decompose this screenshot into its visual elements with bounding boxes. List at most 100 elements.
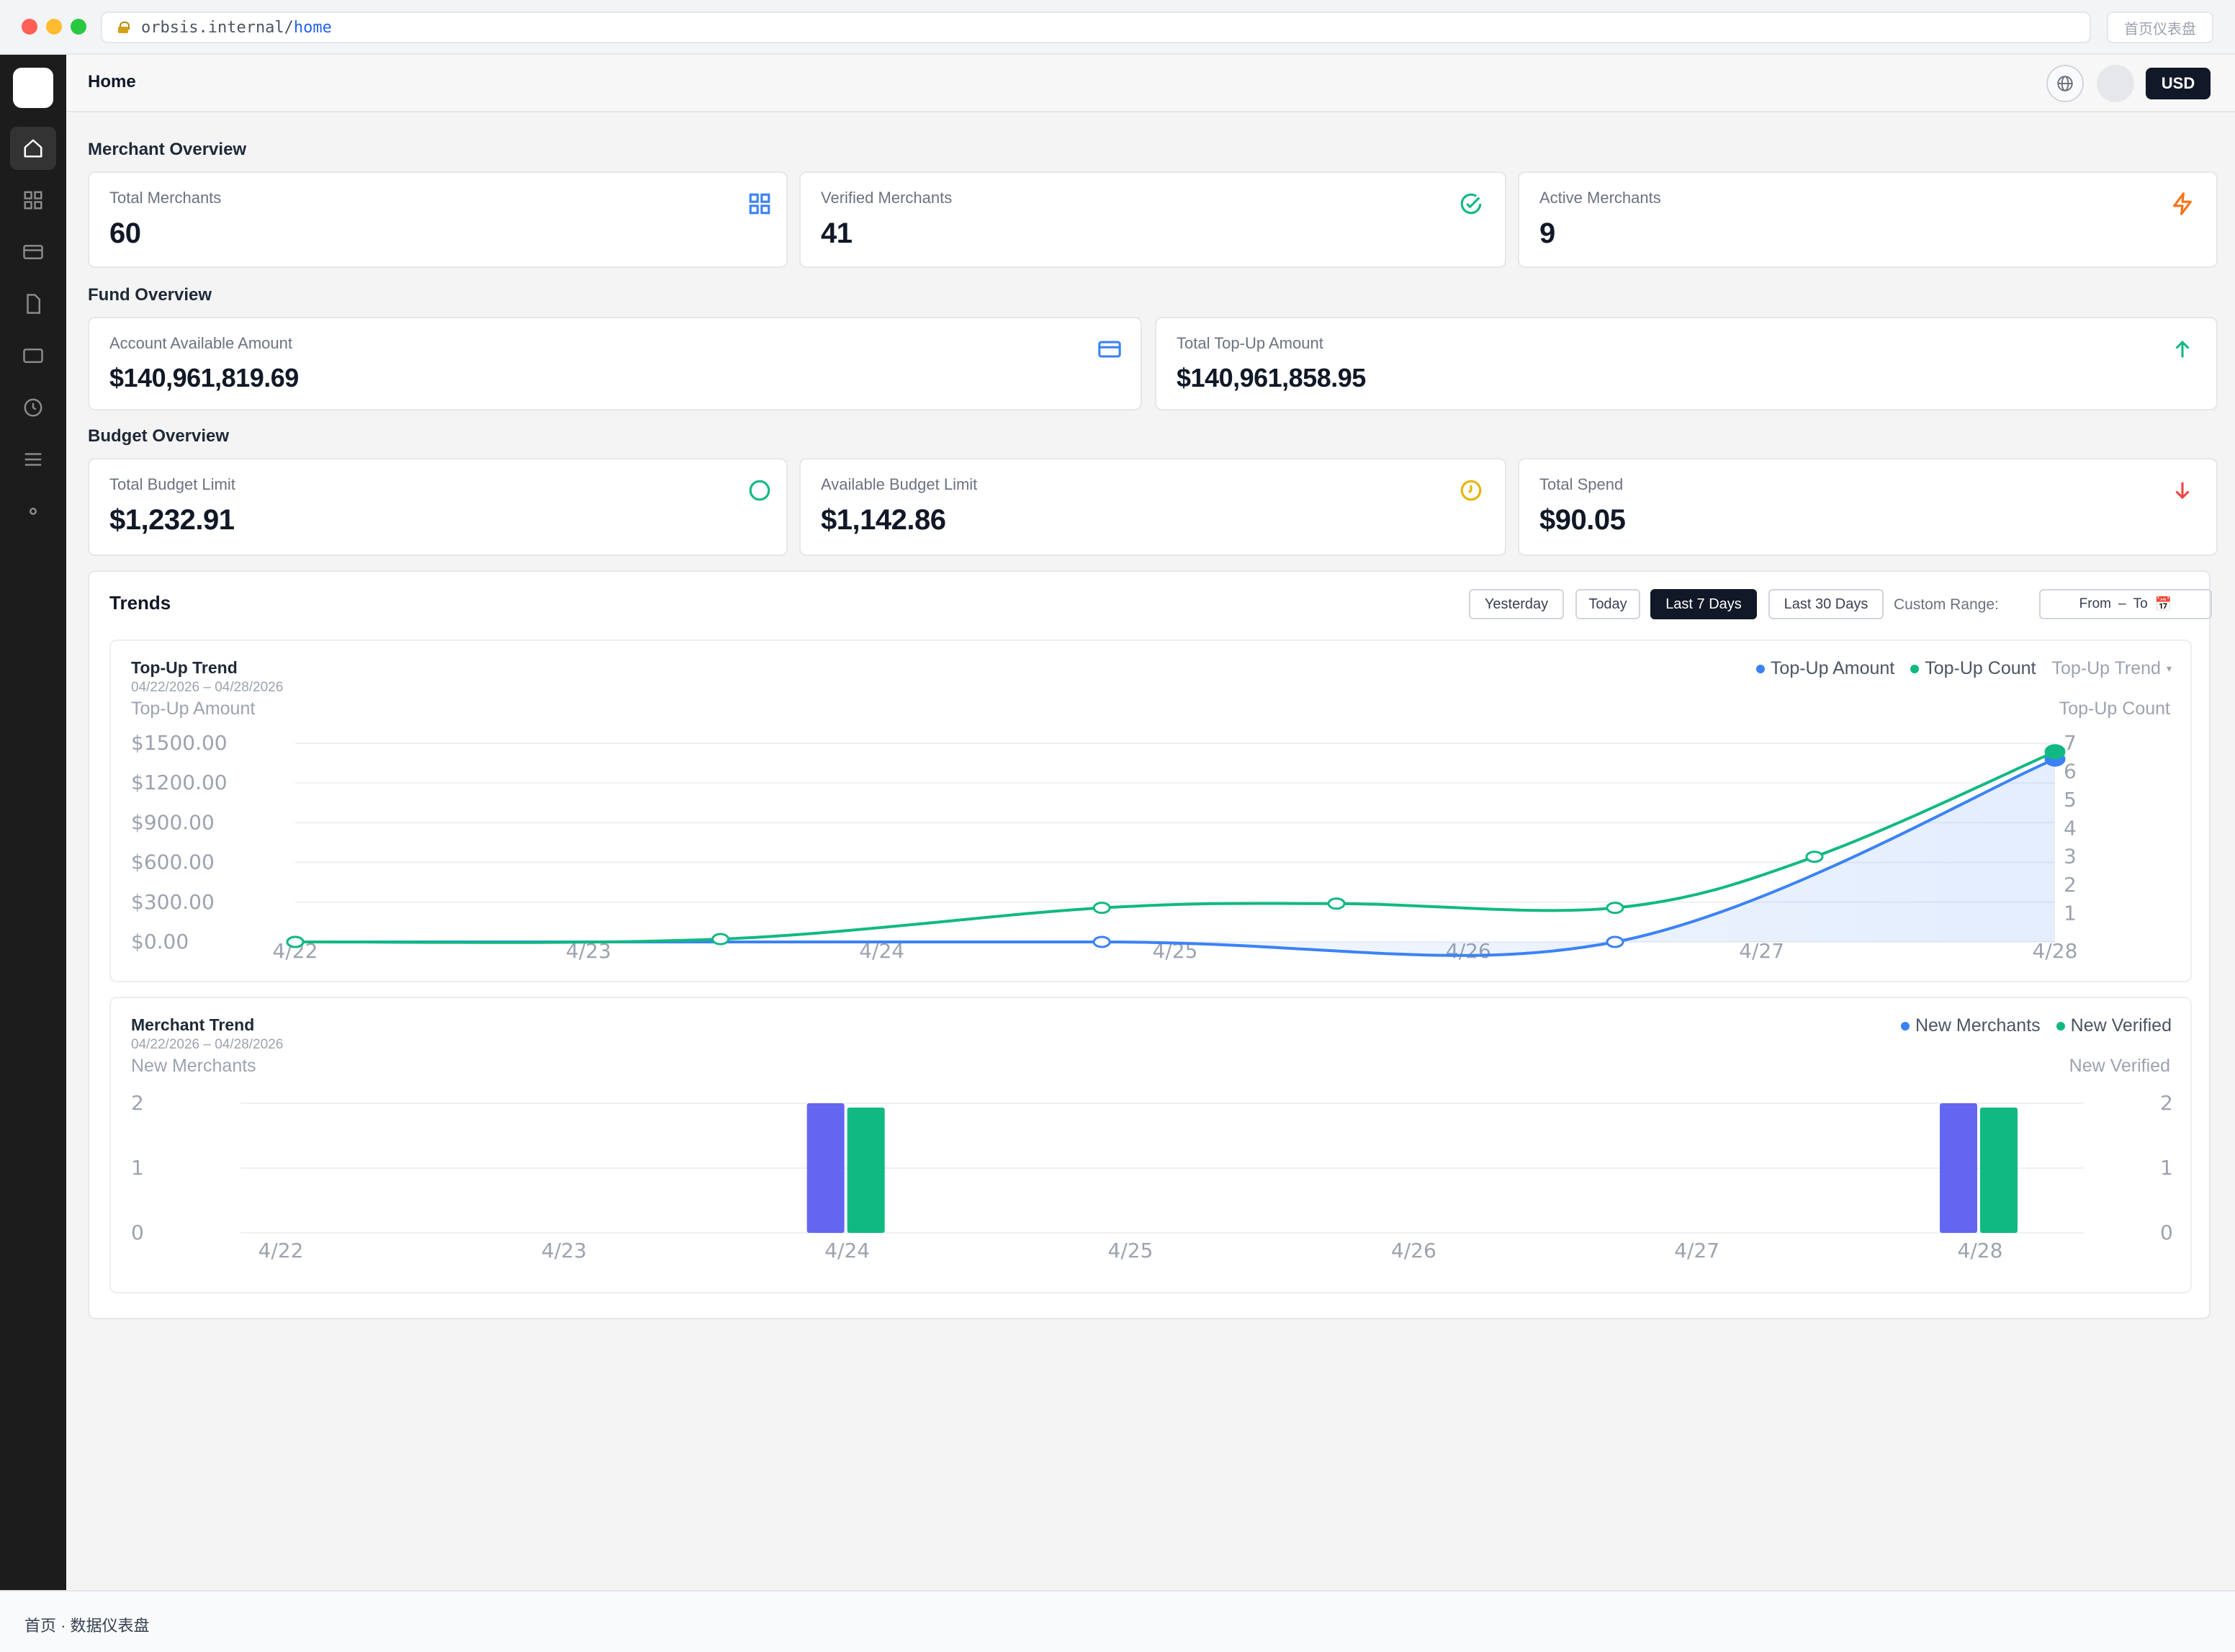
- legend-item[interactable]: New Merchants: [1900, 1015, 2041, 1036]
- url-host: orbsis.internal/: [141, 18, 294, 37]
- globe-icon: [2057, 76, 2073, 91]
- credit-card-icon: [1097, 337, 1122, 362]
- data-point: [711, 933, 730, 946]
- y-tick-label: $300.00: [131, 890, 215, 914]
- chart-title: Merchant Trend: [131, 1015, 255, 1034]
- sidebar-item-history[interactable]: [10, 386, 56, 429]
- stat-label: Total Budget Limit: [109, 475, 235, 493]
- clock-icon: [24, 398, 42, 417]
- series-area: [295, 759, 2055, 956]
- stat-value: 9: [1539, 217, 1555, 249]
- sidebar-item-merchants[interactable]: [10, 179, 56, 222]
- footer-breadcrumb: 首页 · 数据仪表盘: [24, 1617, 150, 1635]
- app-logo[interactable]: [13, 68, 53, 108]
- page-tab[interactable]: 首页仪表盘: [2107, 12, 2213, 43]
- date-to-label: To: [2133, 596, 2148, 611]
- y-tick-label: $900.00: [131, 810, 215, 834]
- merchant-overview-title: Merchant Overview: [88, 140, 247, 159]
- range-last-30-days-button[interactable]: Last 30 Days: [1768, 589, 1884, 619]
- stat-label: Total Top-Up Amount: [1177, 334, 1323, 352]
- grid-icon: [24, 191, 42, 210]
- footer-bar: 首页 · 数据仪表盘: [0, 1590, 2235, 1652]
- minimize-window-dot[interactable]: [46, 19, 62, 35]
- chart-date-range: 04/22/2026 – 04/28/2026: [131, 680, 284, 695]
- sidebar-item-documents[interactable]: [10, 282, 56, 326]
- language-button[interactable]: [2046, 65, 2084, 102]
- data-point: [1092, 902, 1111, 915]
- y2-tick-label: 0: [2160, 1221, 2173, 1244]
- avatar[interactable]: [2097, 65, 2134, 102]
- maximize-window-dot[interactable]: [71, 19, 86, 35]
- legend-item[interactable]: Top-Up Amount: [1755, 658, 1895, 679]
- legend-item[interactable]: Top-Up Count: [1910, 658, 2036, 679]
- stat-value: 41: [821, 217, 853, 249]
- url-path: home: [293, 18, 332, 37]
- sidebar-item-more[interactable]: [10, 490, 56, 533]
- chart-legend: Top-Up Amount Top-Up Count Top-Up Trend ▾: [1755, 658, 2172, 679]
- y-tick-label: 1: [131, 1156, 144, 1180]
- legend-swatch: [1755, 664, 1765, 673]
- stat-label: Verified Merchants: [821, 189, 953, 207]
- bar: [847, 1108, 885, 1233]
- legend-label: Top-Up Count: [1925, 658, 2036, 678]
- range-today-button[interactable]: Today: [1575, 589, 1640, 619]
- stat-value: 60: [109, 217, 141, 249]
- sidebar-item-list[interactable]: [10, 438, 56, 481]
- legend-item[interactable]: New Verified: [2056, 1015, 2172, 1036]
- y2-tick-label: 1: [2160, 1156, 2173, 1180]
- bar: [1940, 1103, 1977, 1233]
- y-tick-label: 0: [131, 1221, 144, 1244]
- stat-value: $140,961,858.95: [1177, 363, 1366, 392]
- chart-date-range: 04/22/2026 – 04/28/2026: [131, 1037, 284, 1052]
- legend-label: Top-Up Amount: [1770, 658, 1895, 678]
- page-title: Home: [88, 72, 136, 91]
- y-axis-title: Top-Up Amount: [131, 699, 256, 719]
- stat-card-total-merchants: Total Merchants 60: [88, 171, 788, 268]
- y-tick-label: $1200.00: [131, 771, 228, 794]
- y-tick-label: 2: [131, 1091, 144, 1115]
- y-tick-label: $600.00: [131, 850, 215, 874]
- circle-icon: [747, 478, 772, 503]
- y2-tick-label: 7: [2064, 731, 2077, 755]
- data-point: [2044, 744, 2066, 760]
- range-yesterday-button[interactable]: Yesterday: [1469, 589, 1564, 619]
- browser-chrome: orbsis.internal/home 首页仪表盘: [0, 0, 2235, 55]
- data-point: [1606, 902, 1624, 915]
- data-point: [1092, 935, 1111, 948]
- stat-value: $90.05: [1539, 504, 1626, 536]
- main-content: Home USD Merchant Overview Total Merchan…: [66, 55, 2235, 1590]
- stat-card-total-spend: Total Spend $90.05: [1518, 458, 2218, 556]
- y2-tick-label: 5: [2064, 788, 2077, 812]
- grid-icon: [747, 192, 772, 216]
- sidebar-item-home[interactable]: [10, 127, 56, 170]
- x-tick-label: 4/22: [258, 1239, 304, 1262]
- chart-selector-dropdown[interactable]: Top-Up Trend ▾: [2052, 658, 2172, 679]
- y2-tick-label: 3: [2064, 845, 2077, 868]
- sidebar: [0, 55, 66, 1590]
- line-chart-svg: $0.00 $300.00 $600.00 $900.00 $1200.00 $1500.…: [131, 731, 2077, 963]
- arrow-up-icon: [2170, 337, 2195, 362]
- chart-title: Top-Up Trend: [131, 658, 238, 677]
- trends-title: Trends: [109, 592, 171, 614]
- currency-button[interactable]: USD: [2146, 68, 2211, 99]
- custom-range-label: Custom Range:: [1894, 596, 1999, 613]
- document-icon: [27, 294, 40, 314]
- y-axis-title: New Merchants: [131, 1056, 256, 1076]
- legend-label: New Merchants: [1915, 1015, 2041, 1036]
- stat-label: Account Available Amount: [109, 334, 292, 352]
- sidebar-item-wallet[interactable]: [10, 334, 56, 377]
- close-window-dot[interactable]: [22, 19, 37, 35]
- stat-card-total-topup: Total Top-Up Amount $140,961,858.95: [1155, 317, 2218, 410]
- merchant-trend-chart: Merchant Trend 04/22/2026 – 04/28/2026 N…: [109, 997, 2192, 1293]
- sidebar-item-cards[interactable]: [10, 230, 56, 274]
- date-range-picker[interactable]: From – To 📅: [2039, 589, 2212, 619]
- stat-value: $1,142.86: [821, 504, 946, 536]
- range-last-7-days-button[interactable]: Last 7 Days: [1650, 589, 1757, 619]
- address-bar[interactable]: orbsis.internal/home: [101, 12, 2091, 43]
- date-from-label: From: [2079, 596, 2111, 611]
- stat-label: Active Merchants: [1539, 189, 1661, 207]
- stat-value: $1,232.91: [109, 504, 235, 536]
- y2-tick-label: 2: [2160, 1091, 2173, 1115]
- stat-label: Available Budget Limit: [821, 475, 978, 493]
- topup-trend-chart: Top-Up Trend 04/22/2026 – 04/28/2026 Top…: [109, 639, 2192, 982]
